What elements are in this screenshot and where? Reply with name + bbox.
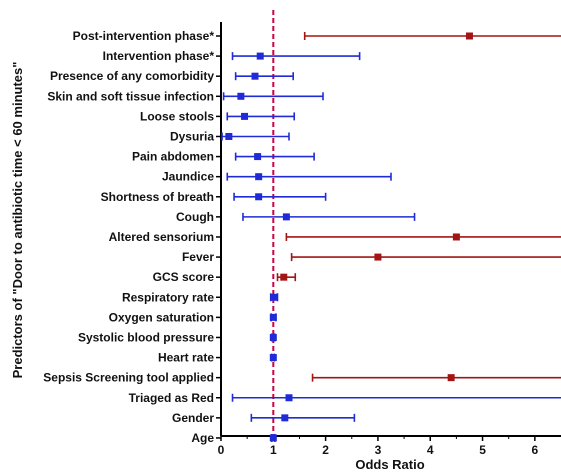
predictor-label-14: Oxygen saturation bbox=[109, 310, 214, 324]
x-axis-title: Odds Ratio bbox=[355, 457, 424, 472]
predictor-label-16: Heart rate bbox=[158, 351, 214, 365]
predictor-label-17: Sepsis Screening tool applied bbox=[43, 371, 214, 385]
odds-ratio-point-6 bbox=[254, 153, 262, 161]
odds-ratio-point-14 bbox=[269, 313, 277, 321]
x-tick-label-3: 3 bbox=[375, 443, 382, 457]
odds-ratio-point-10 bbox=[452, 233, 460, 241]
odds-ratio-point-19 bbox=[281, 414, 289, 422]
odds-ratio-point-15 bbox=[269, 333, 277, 341]
x-tick-label-5: 5 bbox=[479, 443, 486, 457]
odds-ratio-point-4 bbox=[241, 112, 249, 120]
predictor-label-5: Dysuria bbox=[170, 129, 214, 143]
predictor-label-19: Gender bbox=[172, 411, 214, 425]
predictor-label-6: Pain abdomen bbox=[132, 150, 214, 164]
odds-ratio-point-7 bbox=[255, 173, 263, 181]
predictor-label-15: Systolic blood pressure bbox=[78, 330, 214, 344]
x-tick-label-2: 2 bbox=[322, 443, 329, 457]
odds-ratio-point-12 bbox=[280, 273, 288, 281]
odds-ratio-point-1 bbox=[256, 52, 264, 60]
predictor-label-3: Skin and soft tissue infection bbox=[47, 89, 214, 103]
predictor-label-9: Cough bbox=[176, 210, 214, 224]
odds-ratio-point-0 bbox=[465, 32, 473, 40]
odds-ratio-point-16 bbox=[269, 354, 277, 362]
predictor-label-1: Intervention phase* bbox=[103, 49, 215, 63]
predictor-label-10: Altered sensorium bbox=[109, 230, 214, 244]
odds-ratio-point-3 bbox=[237, 92, 245, 100]
predictor-label-8: Shortness of breath bbox=[101, 190, 214, 204]
predictor-label-13: Respiratory rate bbox=[122, 290, 214, 304]
odds-ratio-point-20 bbox=[269, 434, 277, 442]
predictor-label-11: Fever bbox=[182, 250, 214, 264]
predictor-label-18: Triaged as Red bbox=[129, 391, 214, 405]
odds-ratio-point-18 bbox=[285, 394, 293, 402]
x-tick-label-0: 0 bbox=[218, 443, 225, 457]
odds-ratio-point-2 bbox=[251, 72, 259, 80]
x-tick-label-4: 4 bbox=[427, 443, 434, 457]
predictor-label-2: Presence of any comorbidity bbox=[50, 69, 214, 83]
odds-ratio-point-9 bbox=[282, 213, 290, 221]
x-tick-label-6: 6 bbox=[532, 443, 539, 457]
predictor-label-7: Jaundice bbox=[162, 170, 214, 184]
odds-ratio-point-8 bbox=[255, 193, 263, 201]
plot-layer bbox=[216, 10, 561, 442]
y-axis-title: Predictors of "Door to antibiotic time <… bbox=[10, 62, 25, 379]
x-tick-label-1: 1 bbox=[270, 443, 277, 457]
odds-ratio-point-13 bbox=[270, 293, 278, 301]
predictor-label-0: Post-intervention phase* bbox=[73, 29, 215, 43]
odds-ratio-point-17 bbox=[447, 374, 455, 382]
odds-ratio-point-11 bbox=[374, 253, 382, 261]
predictor-label-12: GCS score bbox=[153, 270, 215, 284]
predictor-label-20: Age bbox=[191, 431, 214, 445]
odds-ratio-point-5 bbox=[225, 132, 233, 140]
label-layer: 0 1 2 3 4 5 6 Post-intervention phase* Intervent… bbox=[43, 29, 538, 457]
predictor-label-4: Loose stools bbox=[140, 109, 214, 123]
